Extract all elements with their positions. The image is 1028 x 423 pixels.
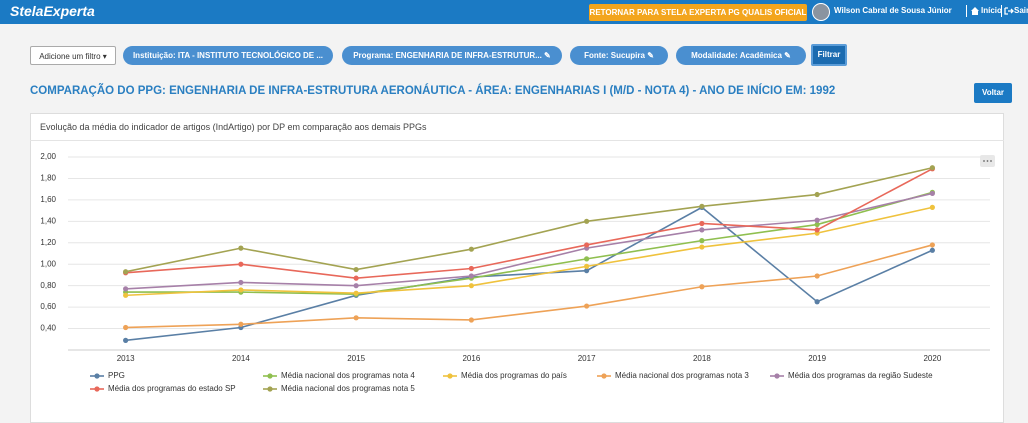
y-tick-label: 1,60 <box>40 195 56 204</box>
data-point <box>354 315 359 320</box>
data-point <box>930 165 935 170</box>
data-point <box>123 286 128 291</box>
y-tick-label: 1,80 <box>40 174 56 183</box>
data-point <box>699 238 704 243</box>
data-point <box>584 242 589 247</box>
data-point <box>354 276 359 281</box>
data-point <box>699 284 704 289</box>
data-point <box>354 283 359 288</box>
legend-swatch-dot <box>267 386 272 391</box>
series-line <box>126 207 933 340</box>
legend-label: Média dos programas do país <box>461 371 567 380</box>
menu-dot <box>987 160 989 162</box>
x-tick-label: 2020 <box>923 354 941 363</box>
y-tick-label: 0,60 <box>40 302 56 311</box>
data-point <box>238 246 243 251</box>
data-point <box>699 204 704 209</box>
data-point <box>354 267 359 272</box>
data-point <box>469 273 474 278</box>
y-tick-label: 1,40 <box>40 216 56 225</box>
x-tick-label: 2017 <box>578 354 596 363</box>
data-point <box>815 299 820 304</box>
legend-swatch-dot <box>601 373 606 378</box>
legend-label: Média dos programas da região Sudeste <box>788 371 933 380</box>
data-point <box>699 221 704 226</box>
data-point <box>469 266 474 271</box>
data-point <box>699 227 704 232</box>
data-point <box>123 269 128 274</box>
legend-label: Média nacional dos programas nota 4 <box>281 371 415 380</box>
data-point <box>584 256 589 261</box>
legend-swatch-dot <box>94 373 99 378</box>
y-tick-label: 1,00 <box>40 259 56 268</box>
y-tick-label: 1,20 <box>40 238 56 247</box>
data-point <box>238 262 243 267</box>
menu-dot <box>983 160 985 162</box>
data-point <box>699 244 704 249</box>
data-point <box>815 273 820 278</box>
x-tick-label: 2014 <box>232 354 250 363</box>
data-point <box>469 283 474 288</box>
page: StelaExperta RETORNAR PARA STELA EXPERTA… <box>0 0 1028 419</box>
data-point <box>238 322 243 327</box>
legend-swatch-dot <box>94 386 99 391</box>
x-tick-label: 2016 <box>462 354 480 363</box>
x-tick-label: 2018 <box>693 354 711 363</box>
x-tick-label: 2013 <box>117 354 135 363</box>
data-point <box>469 317 474 322</box>
legend-label: Média nacional dos programas nota 5 <box>281 384 415 393</box>
x-tick-label: 2015 <box>347 354 365 363</box>
legend-label: Média nacional dos programas nota 3 <box>615 371 749 380</box>
x-tick-label: 2019 <box>808 354 826 363</box>
data-point <box>930 248 935 253</box>
legend-swatch-dot <box>774 373 779 378</box>
data-point <box>123 293 128 298</box>
data-point <box>815 218 820 223</box>
data-point <box>354 291 359 296</box>
data-point <box>123 325 128 330</box>
series-line <box>126 192 933 294</box>
data-point <box>584 264 589 269</box>
chart: 0,40 0,60 0,80 1,00 1,20 1,40 1,60 1,80 2,00 2013… <box>0 0 1028 419</box>
y-tick-label: 0,80 <box>40 281 56 290</box>
data-point <box>123 338 128 343</box>
data-point <box>930 191 935 196</box>
legend-label: PPG <box>108 371 125 380</box>
data-point <box>930 242 935 247</box>
menu-dot <box>990 160 992 162</box>
legend-swatch-dot <box>267 373 272 378</box>
legend-label: Média dos programas do estado SP <box>108 384 236 393</box>
data-point <box>930 205 935 210</box>
data-point <box>815 192 820 197</box>
data-point <box>469 247 474 252</box>
data-point <box>584 303 589 308</box>
y-tick-label: 2,00 <box>40 152 56 161</box>
y-tick-label: 0,40 <box>40 324 56 333</box>
data-point <box>584 219 589 224</box>
data-point <box>815 227 820 232</box>
data-point <box>238 280 243 285</box>
data-point <box>238 287 243 292</box>
legend-swatch-dot <box>447 373 452 378</box>
